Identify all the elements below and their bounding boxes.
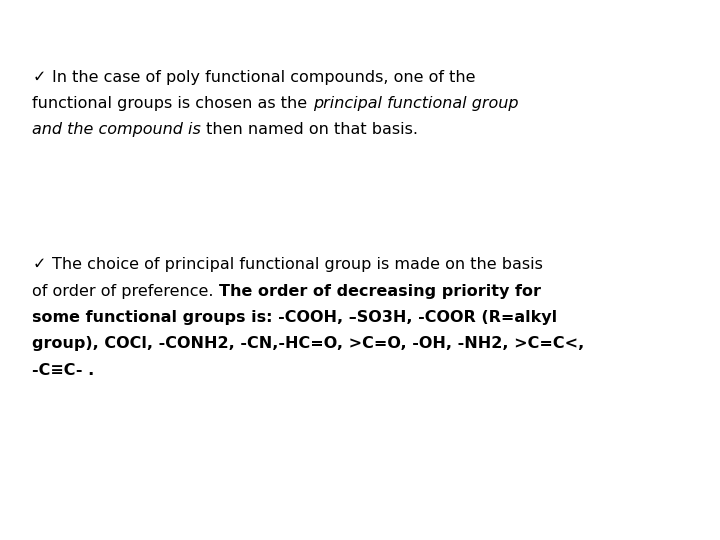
Text: then named on that basis.: then named on that basis.: [202, 123, 418, 138]
Text: group), COCl, -CONH2, -CN,-HC=O, >C=O, -OH, -NH2, >C=C<,: group), COCl, -CONH2, -CN,-HC=O, >C=O, -…: [32, 336, 585, 352]
Text: ✓: ✓: [32, 70, 46, 85]
Text: In the case of poly functional compounds, one of the: In the case of poly functional compounds…: [52, 70, 475, 85]
Text: and the compound is: and the compound is: [32, 123, 202, 138]
Text: functional groups is chosen as the: functional groups is chosen as the: [32, 96, 312, 111]
Text: The order of decreasing priority for: The order of decreasing priority for: [219, 284, 541, 299]
Text: -C≡C- .: -C≡C- .: [32, 363, 94, 377]
Text: some functional groups is: -COOH, –SO3H, -COOR (R=alkyl: some functional groups is: -COOH, –SO3H,…: [32, 310, 557, 325]
Text: principal functional group: principal functional group: [312, 96, 518, 111]
Text: of order of preference.: of order of preference.: [32, 284, 219, 299]
Text: ✓: ✓: [32, 257, 46, 272]
Text: The choice of principal functional group is made on the basis: The choice of principal functional group…: [52, 257, 543, 272]
